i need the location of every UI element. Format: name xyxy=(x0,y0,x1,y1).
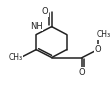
Text: NH: NH xyxy=(30,22,43,31)
Text: CH₃: CH₃ xyxy=(9,53,23,62)
Text: CH₃: CH₃ xyxy=(97,30,111,39)
Text: O: O xyxy=(41,7,48,16)
Text: O: O xyxy=(79,68,85,77)
Text: O: O xyxy=(94,45,101,54)
